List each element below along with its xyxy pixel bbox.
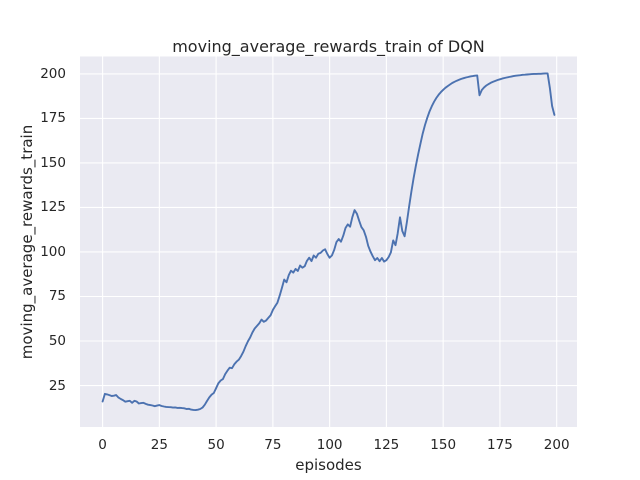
series-lines (101, 72, 556, 412)
y-tick-label: 75 (48, 288, 66, 305)
y-tick-label: 50 (48, 333, 66, 349)
chart-title: moving_average_rewards_train of DQN (172, 37, 485, 56)
x-tick-label: 75 (264, 437, 282, 453)
x-tick-label: 125 (373, 437, 400, 453)
x-tick-label: 0 (98, 437, 107, 453)
series-line-moving_average_rewards_train (101, 72, 556, 412)
y-tick-label: 175 (40, 110, 66, 127)
x-tick-label: 200 (543, 437, 570, 453)
y-tick-label: 100 (40, 243, 66, 260)
x-tick-label: 50 (207, 437, 225, 453)
x-tick-label: 25 (150, 437, 168, 453)
x-tick-label: 100 (316, 437, 343, 453)
x-tick-label: 150 (430, 437, 457, 453)
y-tick-label: 200 (40, 65, 66, 82)
x-tick-label: 175 (487, 437, 513, 453)
gridlines (80, 56, 577, 427)
y-tick-label: 150 (40, 154, 66, 171)
y-tick-label: 25 (48, 377, 66, 394)
y-tick-label: 125 (40, 199, 66, 216)
x-axis-label: episodes (295, 456, 362, 474)
plot-area (80, 56, 577, 427)
